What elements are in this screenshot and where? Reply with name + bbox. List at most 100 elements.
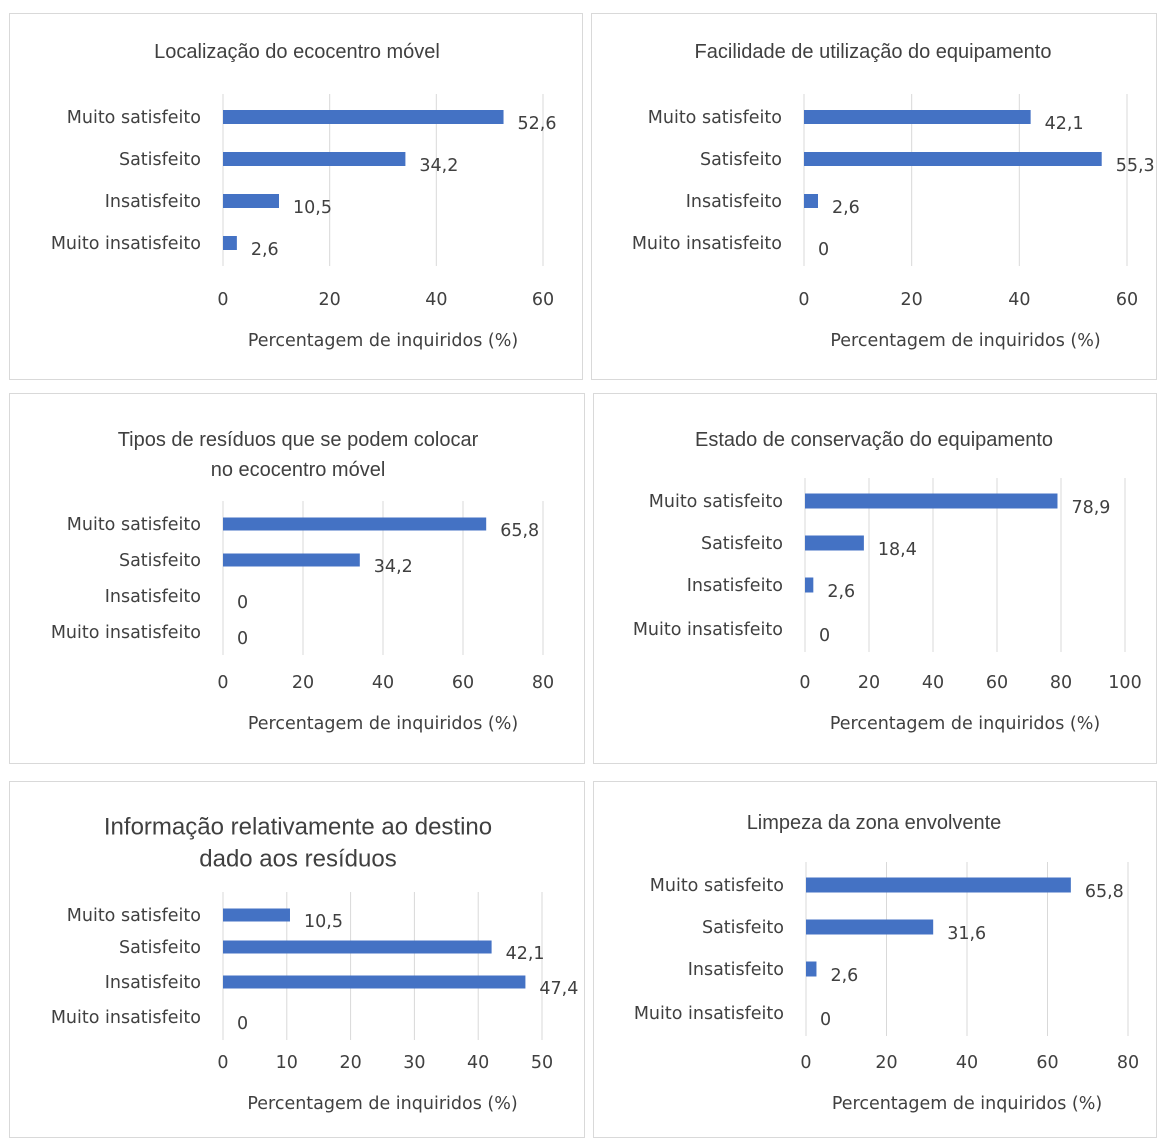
x-tick-label: 60 (452, 673, 474, 693)
data-label: 2,6 (251, 240, 279, 260)
data-label: 0 (819, 626, 830, 646)
x-tick-label: 0 (798, 290, 809, 310)
bar (223, 908, 290, 922)
chart-panel: 0 20 40 60 80 100 Estado de conservação do equ… (593, 393, 1157, 764)
data-label: 34,2 (374, 557, 413, 577)
bar (223, 110, 504, 124)
x-tick-label: 0 (217, 290, 228, 310)
x-tick-label: 0 (217, 1053, 228, 1073)
x-tick-label: 30 (403, 1053, 425, 1073)
bar (223, 236, 237, 250)
x-tick-label: 20 (319, 290, 341, 310)
chart-title: Limpeza da zona envolvente (747, 812, 1002, 834)
x-tick-label: 60 (1116, 290, 1138, 310)
category-label: Muito insatisfeito (51, 623, 201, 643)
category-label: Satisfeito (119, 150, 201, 170)
chart-svg: 0 20 40 60 80 Tipos de resíduos que se podem … (51, 429, 554, 734)
x-tick-label: 20 (875, 1053, 897, 1073)
chart-title: Localização do ecocentro móvel (154, 41, 440, 63)
chart-panel: 0 20 40 60 80 Tipos de resíduos que se podem … (9, 393, 585, 764)
chart-svg: 0 20 40 60 Localização do ecocentro móvel Mui… (51, 41, 557, 351)
x-tick-label: 40 (1008, 290, 1030, 310)
category-label: Insatisfeito (105, 973, 201, 993)
bar (223, 194, 279, 208)
x-tick-label: 20 (339, 1053, 361, 1073)
data-label: 42,1 (506, 944, 545, 964)
data-label: 10,5 (304, 912, 343, 932)
category-label: Insatisfeito (687, 576, 783, 596)
chart-panel: 0 20 40 60 Facilidade de utilização do equip… (591, 13, 1157, 380)
x-tick-label: 0 (800, 1053, 811, 1073)
category-label: Muito insatisfeito (51, 234, 201, 254)
x-tick-label: 0 (217, 673, 228, 693)
x-tick-label: 80 (1117, 1053, 1139, 1073)
x-tick-label: 20 (901, 290, 923, 310)
bar (223, 975, 526, 989)
bar (805, 577, 814, 593)
x-axis-title: Percentagem de inquiridos (%) (832, 1094, 1102, 1114)
x-axis-title: Percentagem de inquiridos (%) (247, 1094, 517, 1114)
data-label: 2,6 (832, 198, 860, 218)
x-tick-label: 10 (276, 1053, 298, 1073)
chart-title: no ecocentro móvel (211, 459, 386, 481)
data-label: 2,6 (830, 966, 858, 986)
chart-panel: 0 20 40 60 80 Limpeza da zona envolvente Muito… (593, 781, 1157, 1138)
data-label: 0 (237, 629, 248, 649)
data-label: 34,2 (419, 156, 458, 176)
bar (223, 553, 360, 567)
data-label: 0 (237, 1014, 248, 1034)
category-label: Satisfeito (700, 150, 782, 170)
x-tick-label: 40 (425, 290, 447, 310)
bar (223, 152, 406, 166)
data-label: 65,8 (500, 521, 539, 541)
x-tick-label: 100 (1108, 673, 1141, 693)
category-label: Muito satisfeito (650, 876, 784, 896)
category-label: Satisfeito (119, 938, 201, 958)
chart-title: Facilidade de utilização do equipamento (695, 41, 1052, 63)
chart-title: Tipos de resíduos que se podem colocar (118, 429, 479, 451)
category-label: Muito insatisfeito (632, 234, 782, 254)
bar (223, 940, 492, 954)
category-label: Muito satisfeito (67, 108, 201, 128)
category-label: Insatisfeito (686, 192, 782, 212)
chart-title: Estado de conservação do equipamento (695, 429, 1053, 451)
bar (805, 535, 864, 551)
bar (806, 877, 1071, 893)
x-tick-label: 0 (799, 673, 810, 693)
data-label: 52,6 (518, 114, 557, 134)
x-tick-label: 40 (467, 1053, 489, 1073)
chart-svg: 0 20 40 60 80 Limpeza da zona envolvente Muito… (634, 812, 1139, 1114)
x-tick-label: 20 (858, 673, 880, 693)
chart-title: Informação relativamente ao destino (104, 813, 492, 840)
x-tick-label: 50 (531, 1053, 553, 1073)
category-label: Muito insatisfeito (634, 1004, 784, 1024)
bar (804, 194, 818, 208)
category-label: Satisfeito (701, 534, 783, 554)
x-tick-label: 80 (1050, 673, 1072, 693)
category-label: Insatisfeito (688, 960, 784, 980)
data-label: 47,4 (539, 979, 578, 999)
x-tick-label: 40 (956, 1053, 978, 1073)
bar (806, 961, 817, 977)
category-label: Satisfeito (119, 551, 201, 571)
x-tick-label: 40 (922, 673, 944, 693)
chart-svg: 0 20 40 60 Facilidade de utilização do equip… (632, 41, 1155, 351)
data-label: 18,4 (878, 540, 917, 560)
chart-svg: 0 20 40 60 80 100 Estado de conservação do equ… (633, 429, 1142, 734)
data-label: 0 (818, 240, 829, 260)
x-axis-title: Percentagem de inquiridos (%) (830, 714, 1100, 734)
bar (805, 493, 1058, 509)
data-label: 0 (820, 1010, 831, 1030)
bar (804, 110, 1031, 124)
category-label: Insatisfeito (105, 587, 201, 607)
x-tick-label: 60 (1036, 1053, 1058, 1073)
x-tick-label: 60 (986, 673, 1008, 693)
data-label: 10,5 (293, 198, 332, 218)
category-label: Insatisfeito (105, 192, 201, 212)
bar (804, 152, 1102, 166)
data-label: 65,8 (1085, 882, 1124, 902)
chart-panel: 0 10 20 30 40 50 Informação relativamente ao d… (9, 781, 585, 1138)
category-label: Satisfeito (702, 918, 784, 938)
bar (806, 919, 934, 935)
x-axis-title: Percentagem de inquiridos (%) (830, 331, 1100, 351)
